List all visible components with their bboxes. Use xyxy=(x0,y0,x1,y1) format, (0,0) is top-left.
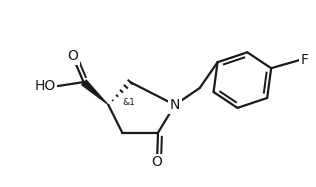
Text: HO: HO xyxy=(34,79,56,93)
Text: &1: &1 xyxy=(122,98,135,107)
Polygon shape xyxy=(81,79,109,105)
Text: F: F xyxy=(301,53,309,67)
Text: O: O xyxy=(152,155,162,169)
Text: O: O xyxy=(67,49,78,63)
Text: N: N xyxy=(170,98,180,112)
